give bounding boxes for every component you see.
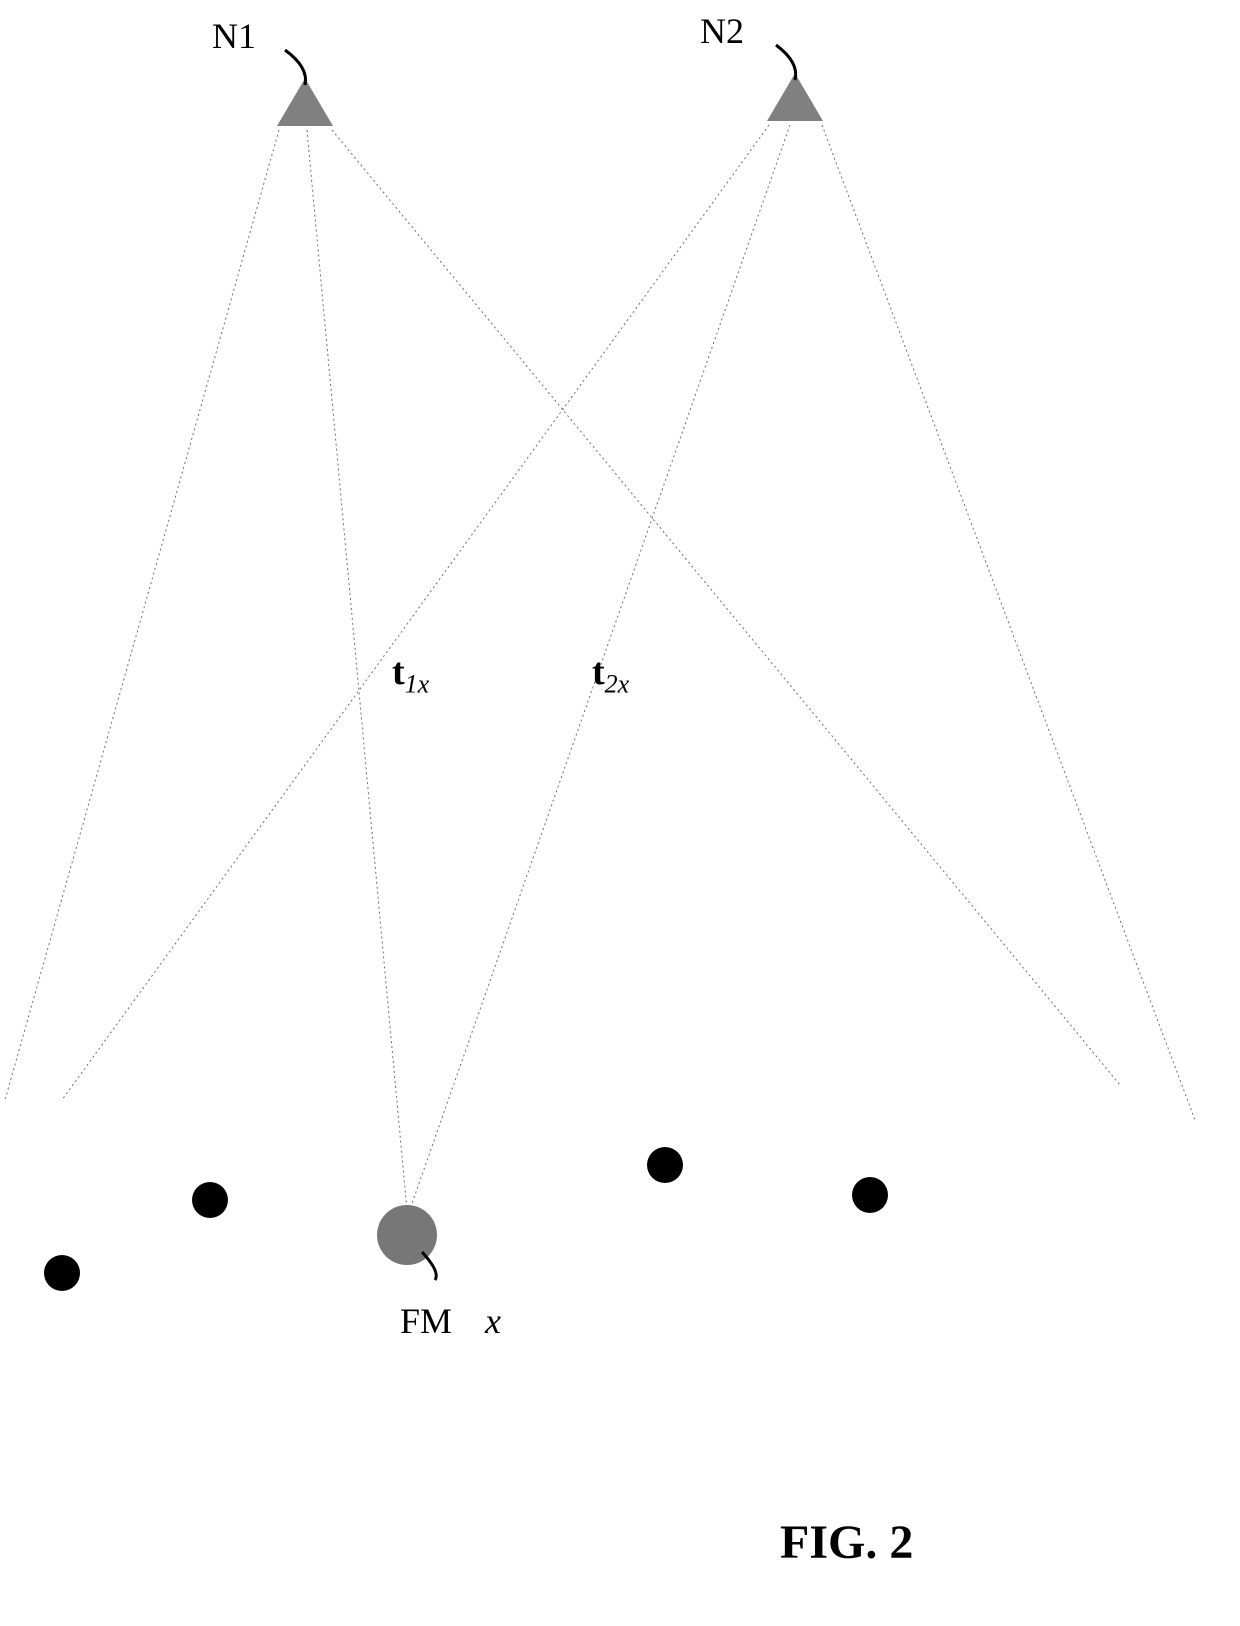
pointer-fm bbox=[422, 1252, 436, 1280]
label-fm: FM bbox=[400, 1300, 452, 1342]
label-t1-main: t bbox=[392, 651, 405, 693]
label-t1-sub: 1x bbox=[405, 670, 430, 699]
label-n1: N1 bbox=[212, 15, 256, 57]
ray-n1_left bbox=[5, 130, 279, 1100]
node-p1 bbox=[44, 1255, 80, 1291]
label-n2: N2 bbox=[700, 10, 744, 52]
figure-caption: FIG. 2 bbox=[780, 1515, 913, 1570]
node-n1 bbox=[277, 78, 333, 126]
label-t2-main: t bbox=[592, 651, 605, 693]
diagram-container: N1 N2 t1x t2x FM x FIG. 2 bbox=[0, 0, 1240, 1626]
label-t2x: t2x bbox=[592, 650, 629, 700]
node-p3 bbox=[647, 1147, 683, 1183]
diagram-svg bbox=[0, 0, 1240, 1626]
label-t1x: t1x bbox=[392, 650, 429, 700]
node-n2 bbox=[767, 73, 823, 121]
label-fm-text: FM bbox=[400, 1301, 452, 1341]
ray-n2_right bbox=[822, 125, 1195, 1120]
label-t2-sub: 2x bbox=[605, 670, 630, 699]
node-p4 bbox=[852, 1177, 888, 1213]
ray-n2_left bbox=[62, 125, 769, 1100]
label-fm-x: x bbox=[485, 1300, 501, 1342]
node-p2 bbox=[192, 1182, 228, 1218]
pointer-n1 bbox=[285, 50, 306, 85]
ray-n1_right bbox=[332, 130, 1120, 1085]
node-fm bbox=[377, 1205, 437, 1265]
pointer-n2 bbox=[776, 45, 796, 80]
